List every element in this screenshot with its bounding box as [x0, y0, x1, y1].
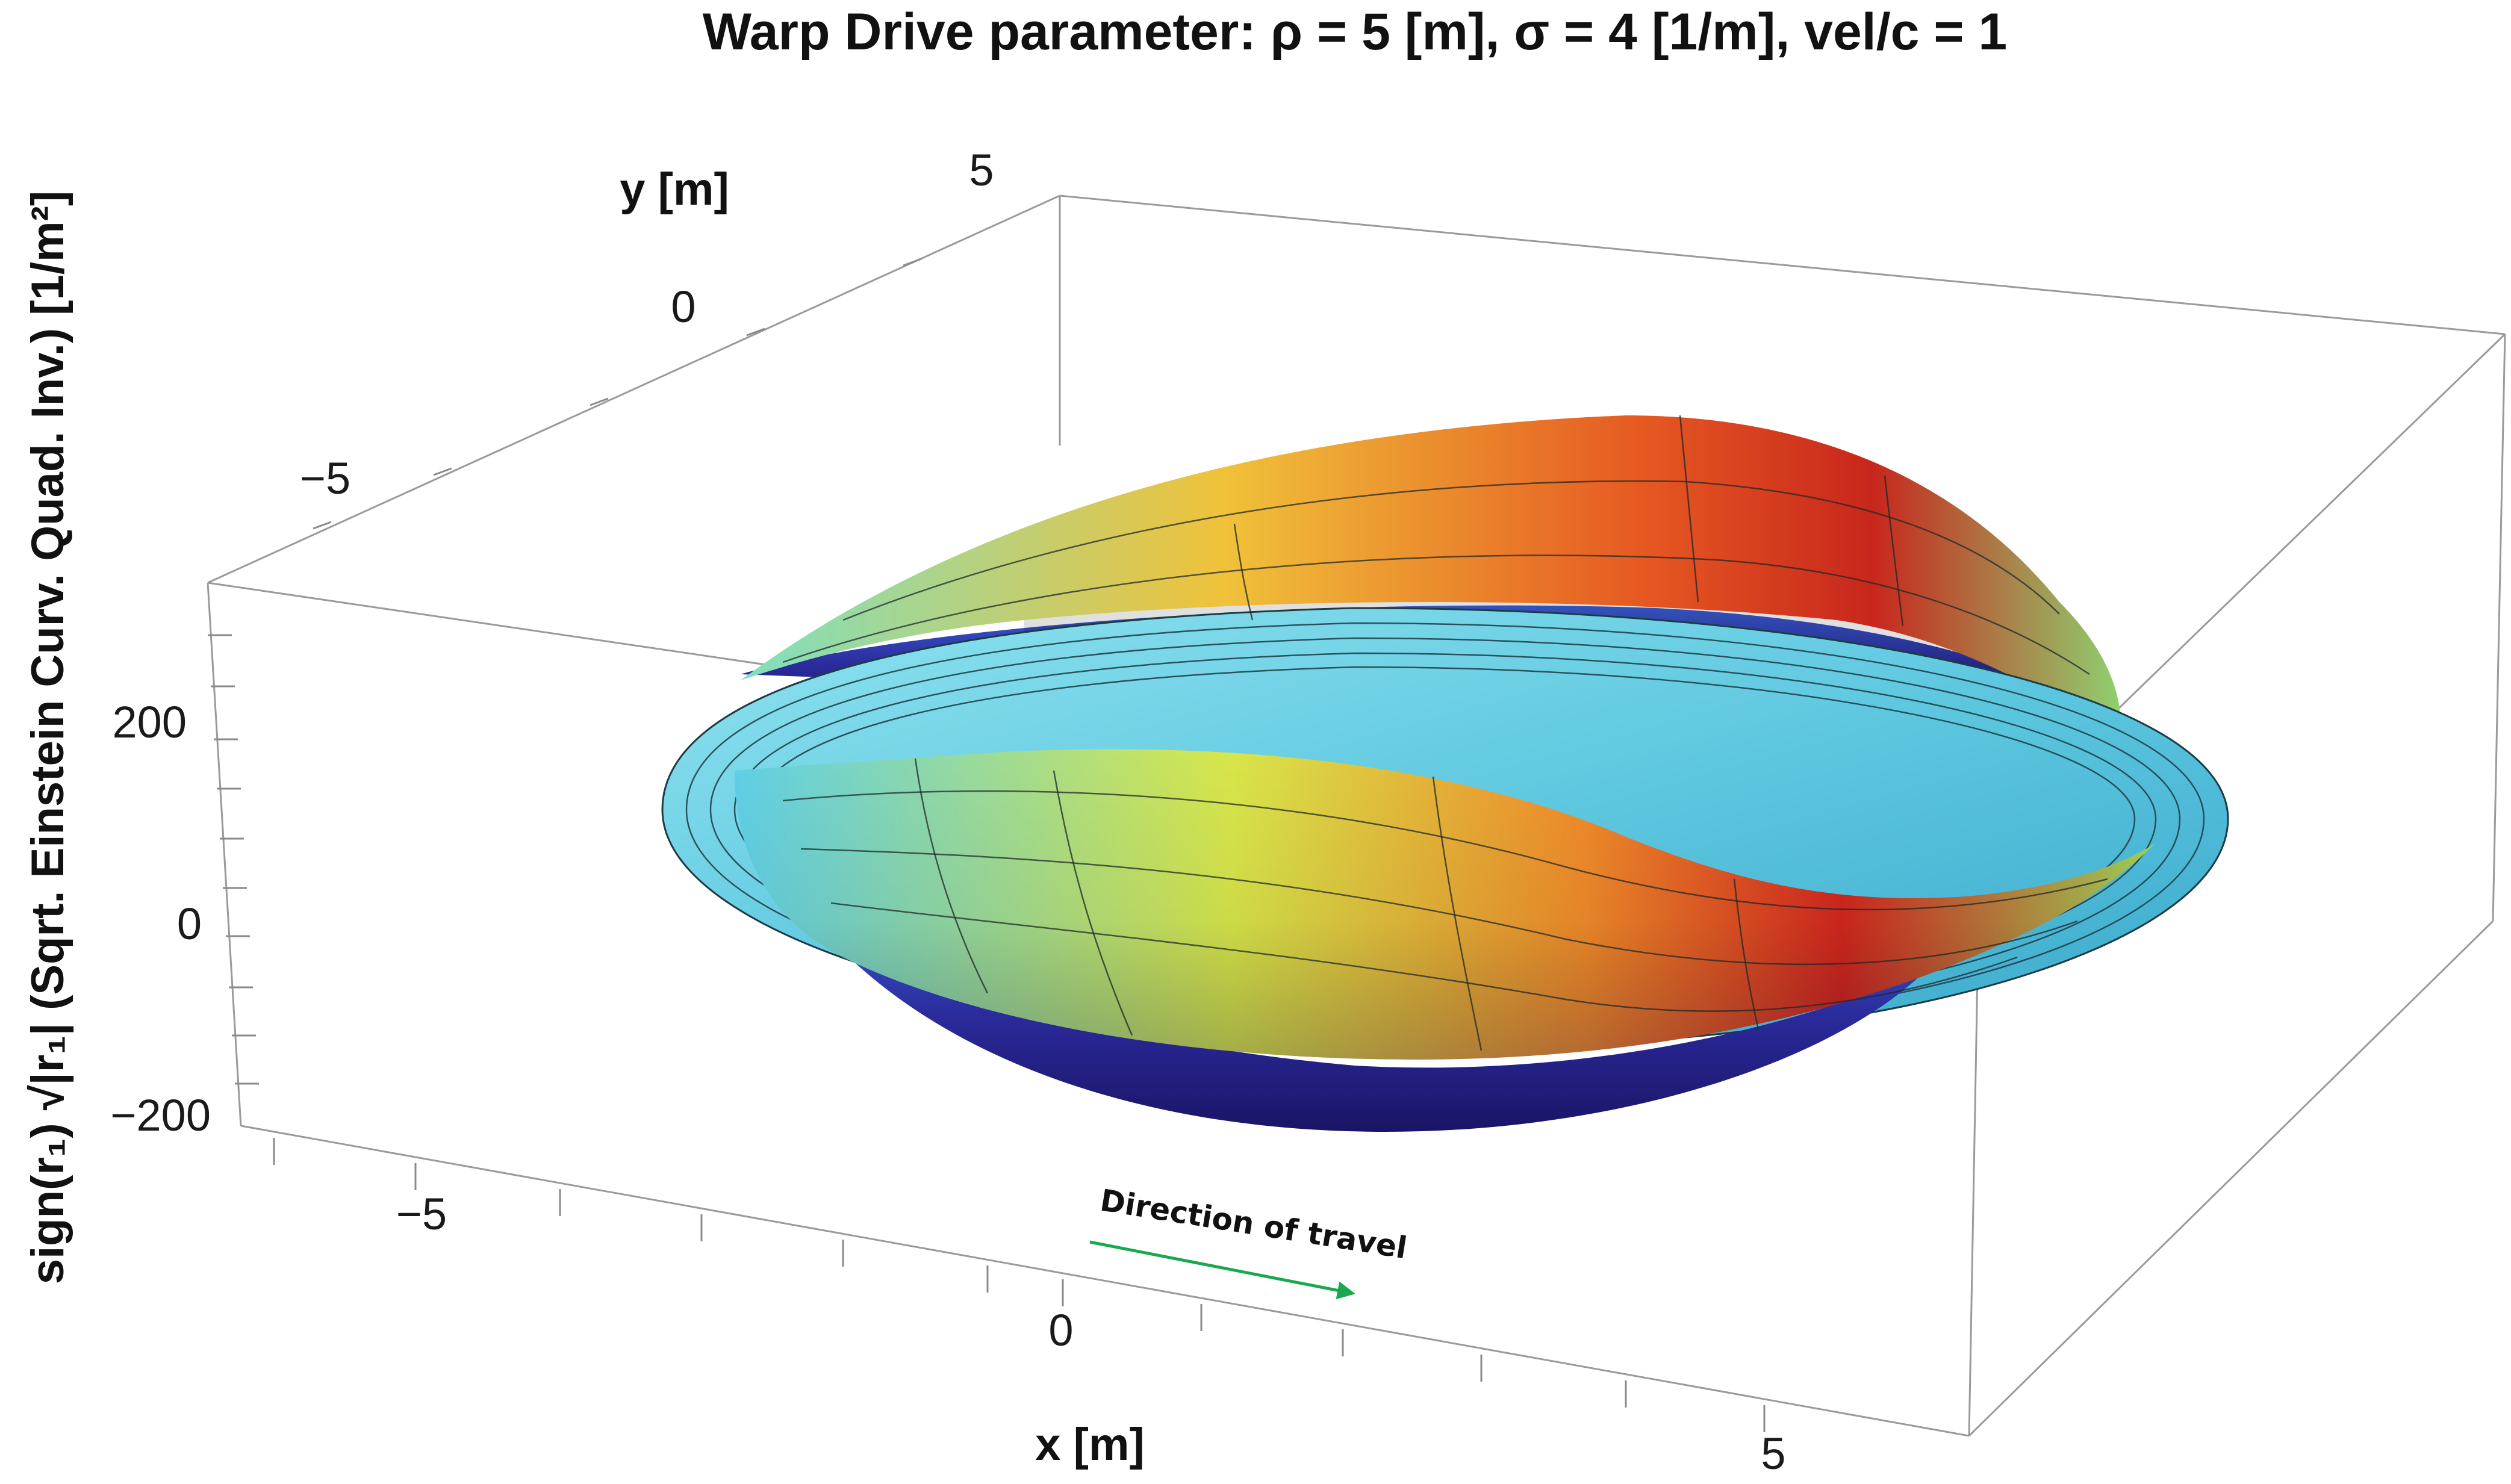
y-axis-label: y [m]	[620, 164, 729, 215]
x-tick-label: −5	[396, 1189, 447, 1239]
direction-arrow	[1089, 1240, 1355, 1300]
x-tick-label: 0	[1048, 1305, 1073, 1355]
z-axis-label: sign(r₁) √|r₁| (Sqrt. Einstein Curv. Qua…	[22, 191, 74, 1284]
chart-title: Warp Drive parameter: ρ = 5 [m], σ = 4 […	[703, 3, 2008, 61]
surface-front-shade	[735, 749, 2156, 1060]
z-tick-label: 0	[177, 899, 202, 949]
z-tick-label: 200	[113, 697, 187, 747]
surface-mesh	[782, 415, 2108, 1051]
surface-back-lobe	[741, 415, 2121, 740]
y-tick-label: −5	[300, 453, 350, 503]
y-axis-ticks: −5 0 5	[300, 145, 994, 503]
direction-annotation: Direction of travel	[1089, 1183, 1410, 1300]
x-tick-label: 5	[1761, 1429, 1785, 1479]
surface-back-shade	[1024, 602, 2120, 740]
z-tick-label: −200	[110, 1090, 211, 1140]
warp-bubble-surface	[661, 415, 2229, 1132]
z-axis-ticks: 200 0 −200	[110, 697, 211, 1140]
y-tick-label: 0	[671, 282, 695, 332]
y-tick-label: 5	[969, 145, 994, 195]
x-axis-label: x [m]	[1035, 1419, 1145, 1470]
surface-front-underside	[801, 903, 1927, 1132]
x-axis-ticks: −5 0 5	[396, 1189, 1786, 1479]
tick-marks	[208, 258, 1766, 1432]
